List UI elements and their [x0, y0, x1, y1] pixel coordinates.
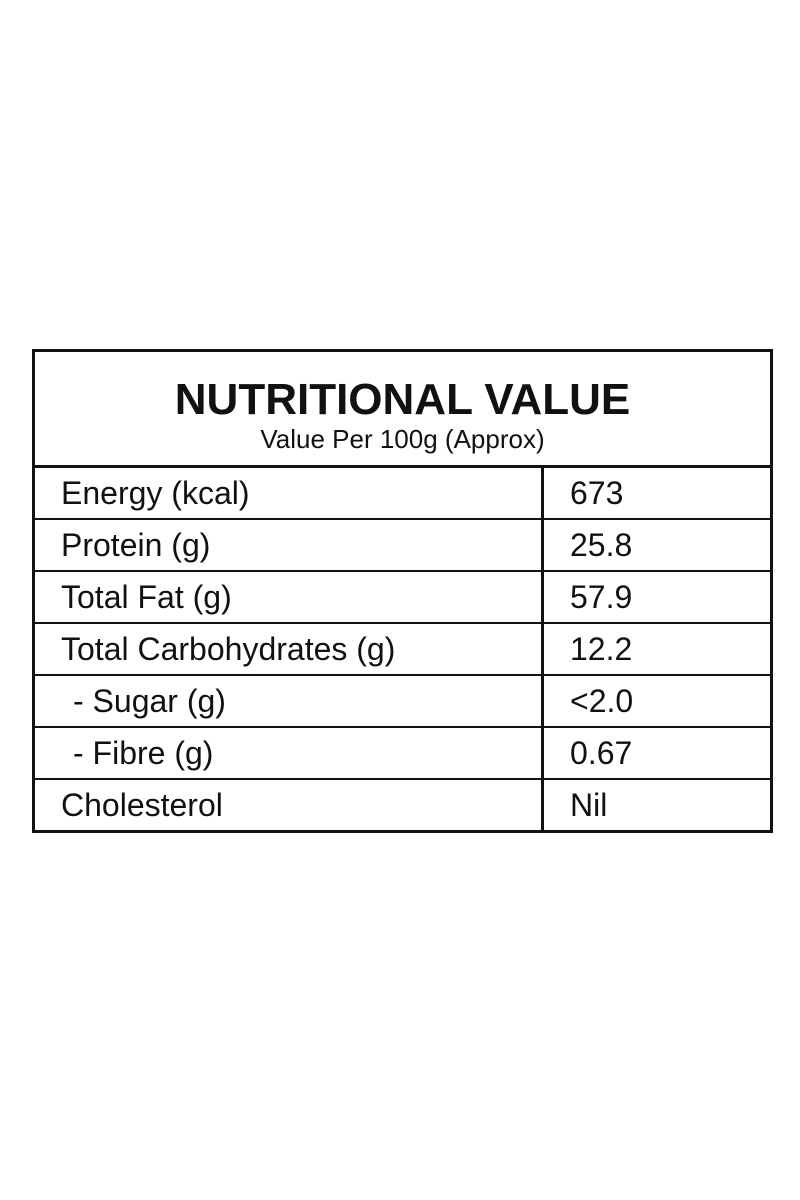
subtitle: Value Per 100g (Approx) — [260, 424, 545, 454]
nutrient-name: - Fibre (g) — [35, 726, 543, 779]
table-row: - Fibre (g) 0.67 — [35, 726, 770, 779]
nutrient-name: Total Carbohydrates (g) — [35, 622, 543, 675]
nutrient-value: 25.8 — [541, 518, 770, 571]
nutrient-value: <2.0 — [541, 674, 770, 727]
nutrition-table: Energy (kcal) 673 Protein (g) 25.8 Total Fat… — [35, 468, 770, 830]
header: NUTRITIONAL VALUE Value Per 100g (Approx… — [35, 352, 770, 468]
title: NUTRITIONAL VALUE — [174, 375, 631, 424]
table-row: Total Fat (g) 57.9 — [35, 570, 770, 623]
table-row: Protein (g) 25.8 — [35, 518, 770, 571]
nutrient-value: Nil — [541, 778, 770, 830]
nutrient-value: 12.2 — [541, 622, 770, 675]
nutrient-value: 57.9 — [541, 570, 770, 623]
table-row: - Sugar (g) <2.0 — [35, 674, 770, 727]
nutrient-name: Total Fat (g) — [35, 570, 543, 623]
table-row: Energy (kcal) 673 — [35, 468, 770, 519]
nutrient-name: Protein (g) — [35, 518, 543, 571]
nutrient-name: - Sugar (g) — [35, 674, 543, 727]
table-row: Cholesterol Nil — [35, 778, 770, 830]
table-row: Total Carbohydrates (g) 12.2 — [35, 622, 770, 675]
nutrition-panel: NUTRITIONAL VALUE Value Per 100g (Approx… — [32, 349, 773, 833]
nutrient-value: 0.67 — [541, 726, 770, 779]
nutrient-name: Cholesterol — [35, 778, 543, 830]
nutrient-name: Energy (kcal) — [61, 475, 250, 511]
nutrient-value: 673 — [541, 468, 770, 519]
